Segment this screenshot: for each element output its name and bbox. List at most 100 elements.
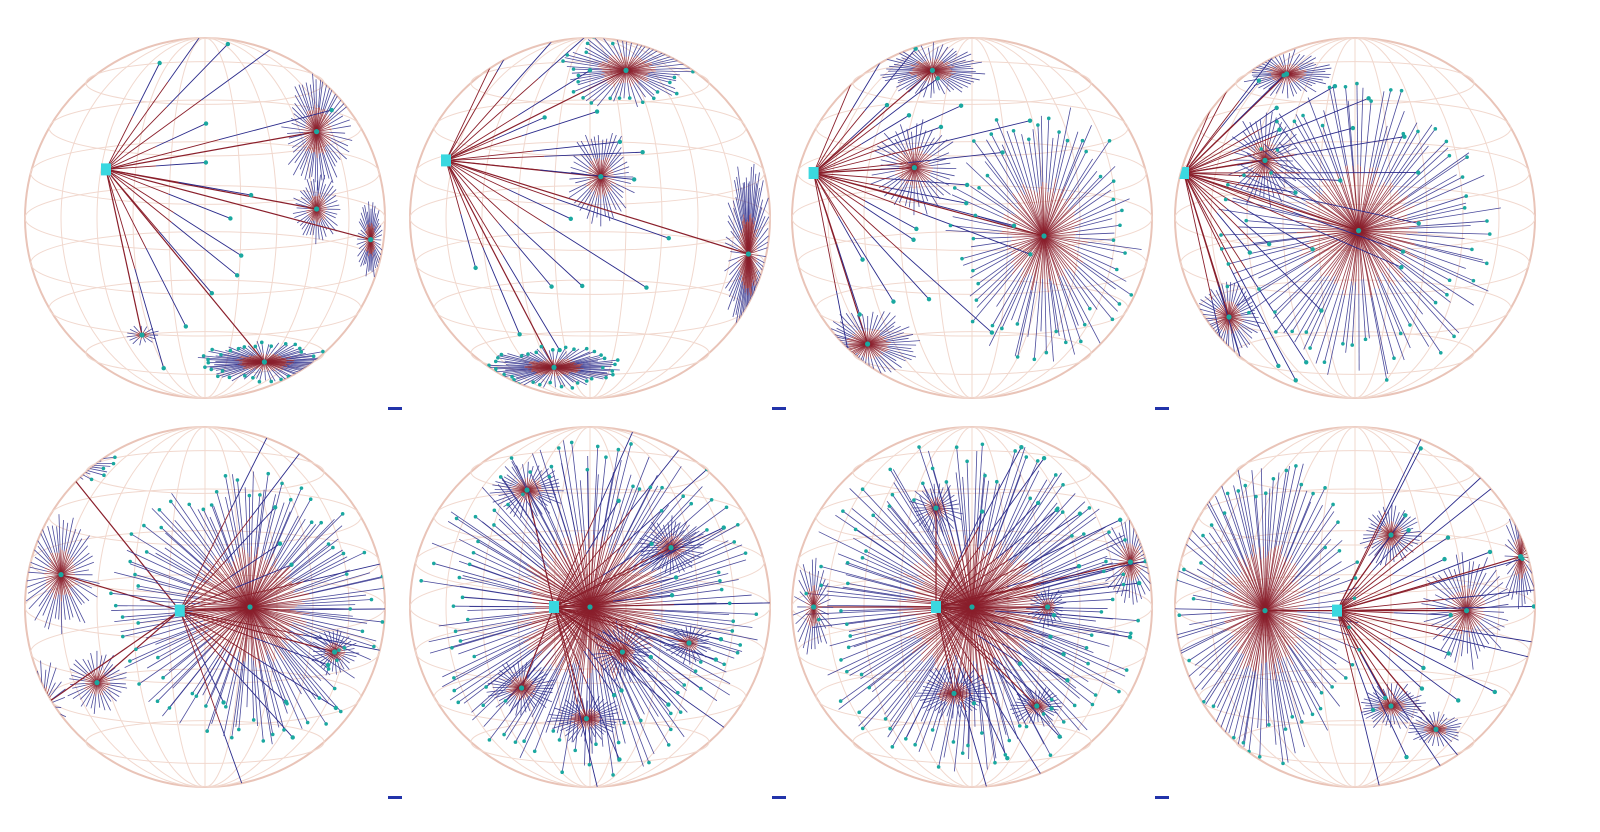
edge-outer [1009,707,1025,710]
edge-outer [558,712,575,717]
edge-inner [589,572,633,608]
edge-inner [37,688,44,707]
root-fan-edge [1292,219,1402,268]
edge-outer [639,530,700,574]
edge-outer [568,348,587,360]
edge-outer [1275,275,1322,333]
leaf-node [1281,73,1286,78]
edge-outer [197,509,227,564]
edge-outer [25,448,45,458]
edge-outer [1401,277,1455,337]
edge-outer [892,494,937,557]
edge-outer [828,353,851,368]
edge-outer [915,498,927,505]
root-node [101,163,111,176]
edge-outer [832,351,853,361]
edge-outer [645,75,670,83]
edge-outer [928,139,948,156]
edge-inner [588,539,591,608]
edge-outer [845,563,916,588]
edge-inner [971,546,1013,608]
edge-outer [601,655,614,662]
edge-inner [1264,160,1281,168]
leaf-node [608,96,612,101]
edge-outer [914,80,925,94]
edge-outer [338,659,345,670]
edge-inner [1043,230,1079,237]
edge-inner [222,560,251,608]
edge-outer [25,455,37,461]
leaf-node [538,382,542,387]
leaf-node [269,344,274,348]
leaf-node [960,256,964,261]
root-fan-edge [1183,172,1294,213]
edge-outer [1299,57,1317,67]
edge-inner [945,558,973,608]
edge-outer [920,182,929,202]
root-fan-edge [813,172,891,189]
edge-outer [498,678,512,685]
edge-outer [1046,709,1058,714]
leaf-node [313,370,318,375]
edge-outer [936,519,939,535]
edge-outer [222,365,246,372]
edge-outer [532,465,540,480]
edge-outer [504,466,518,480]
root-fan-edge [1183,150,1269,174]
edge-outer [818,531,904,574]
edge-outer [536,348,547,360]
root-fan-edge [201,656,224,703]
edge-outer [77,449,99,458]
edge-outer [293,556,348,585]
edge-outer [887,508,935,563]
edge-inner [60,456,78,464]
edge-outer [511,457,556,541]
edge-outer [1244,319,1264,324]
edge-outer [593,474,599,548]
hub-node [314,129,320,135]
edge-outer [846,614,916,625]
edge-outer [220,354,245,360]
edge-outer [735,281,744,315]
edge-outer [977,472,985,547]
root-fan-edge [544,151,643,157]
edge-outer [725,236,739,247]
edge-inner [914,165,931,168]
root-fan-edge [145,247,187,327]
leaf-node [261,739,266,743]
edge-outer [308,577,382,595]
edge-outer [730,230,741,244]
edge-outer [811,559,814,586]
root-fan-edge [1007,565,1080,588]
edge-outer [1050,131,1060,190]
leaf-node [551,729,556,733]
edge-outer [976,264,1014,301]
leaf-node [1470,247,1474,252]
edge-outer [905,78,921,90]
edge-outer [932,42,934,58]
edge-outer [593,654,610,660]
edge-outer [1323,110,1344,177]
root-fan-edge [179,558,228,611]
root-fan-edge [105,169,174,213]
edge-outer [615,664,620,681]
leaf-node [589,376,594,381]
edge-outer [616,487,651,554]
edge-inner [606,70,627,84]
edge-outer [40,660,43,686]
edge-inner [1296,230,1359,233]
edge-inner [1314,193,1359,231]
edge-outer [1291,275,1330,332]
edge-inner [60,456,67,464]
edge-inner [1213,312,1230,318]
edge-outer [1110,545,1122,555]
edge-outer [1399,155,1450,198]
edge-outer [529,502,533,519]
edge-outer [681,628,686,637]
tree-nodes [808,40,1134,362]
edge-outer [1037,612,1044,620]
edge-inner [316,128,333,132]
edge-outer [59,469,61,479]
root-fan-edge [179,515,253,611]
edge-outer [225,496,240,558]
